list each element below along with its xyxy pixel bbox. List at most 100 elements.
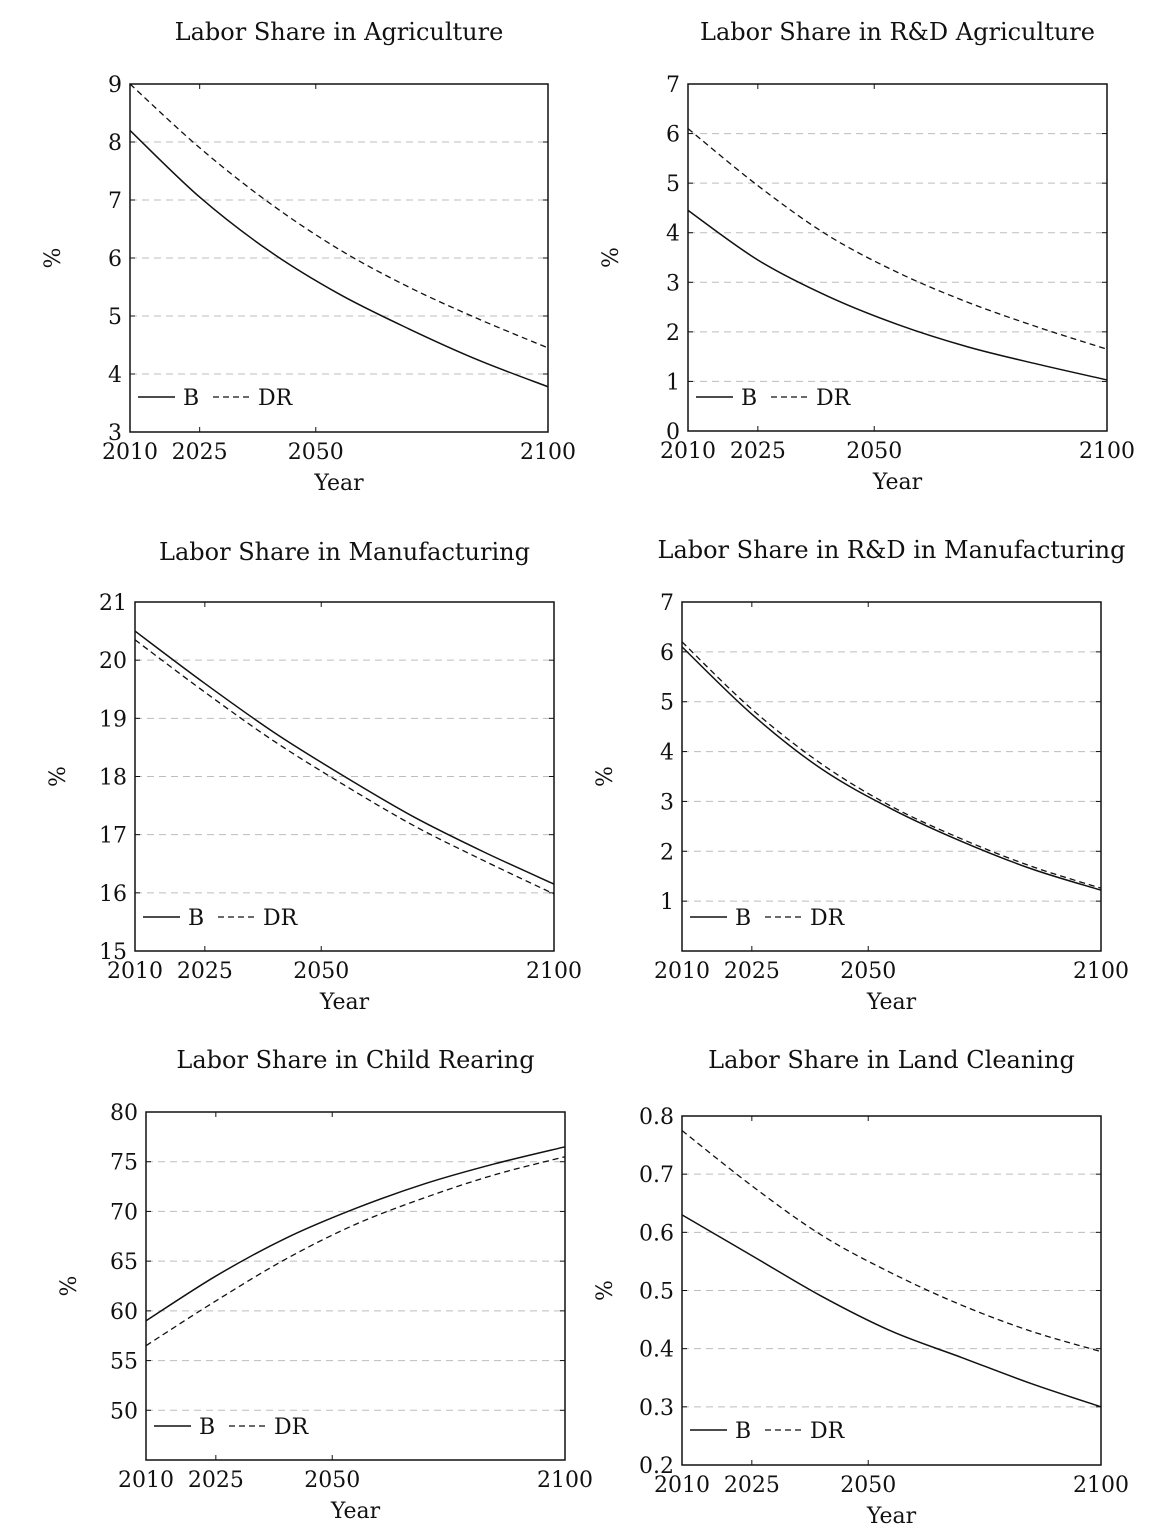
y-tick-label: 0.2 [639, 1454, 674, 1479]
series-line-dr [687, 128, 1108, 350]
x-tick-label: 2010 [654, 959, 710, 984]
chart-panel: Labor Share in Child Rearing 50 55 60 65 70 75… [57, 1046, 593, 1524]
y-tick-label: 7 [660, 591, 674, 616]
y-tick-label: 0.4 [639, 1338, 674, 1363]
y-tick-label: 7 [666, 73, 680, 98]
y-axis-label: % [41, 248, 66, 269]
legend-label-dr: DR [816, 386, 852, 411]
y-tick-label: 3 [108, 421, 122, 446]
y-tick-label: 17 [99, 824, 127, 849]
legend-label-b: B [199, 1415, 215, 1440]
y-tick-label: 5 [666, 172, 680, 197]
y-axis-label: % [593, 1280, 618, 1301]
y-tick-label: 6 [666, 123, 680, 148]
y-tick-label: 0.8 [639, 1105, 674, 1130]
legend-label-b: B [735, 1419, 751, 1444]
y-tick-label: 1 [660, 890, 674, 915]
y-tick-label: 5 [660, 691, 674, 716]
legend-label-b: B [735, 906, 751, 931]
plot-frame [145, 1111, 566, 1461]
legend-label-b: B [183, 386, 199, 411]
y-tick-label: 5 [108, 305, 122, 330]
y-tick-label: 0.5 [639, 1280, 674, 1305]
x-tick-label: 2100 [520, 440, 576, 465]
y-tick-label: 80 [110, 1101, 138, 1126]
series-line-b [134, 630, 555, 885]
x-axis-label: Year [319, 990, 370, 1015]
x-tick-label: 2025 [730, 439, 786, 464]
plot-frame [687, 83, 1108, 432]
y-tick-label: 70 [110, 1200, 138, 1225]
x-tick-label: 2010 [660, 439, 716, 464]
y-tick-label: 19 [99, 707, 127, 732]
plot-frame [681, 601, 1102, 952]
y-tick-label: 20 [99, 649, 127, 674]
x-tick-label: 2100 [537, 1468, 593, 1493]
legend-label-dr: DR [810, 1419, 846, 1444]
x-tick-label: 2025 [177, 959, 233, 984]
series-line-dr [681, 641, 1102, 889]
y-axis-label: % [599, 247, 624, 268]
legend-label-dr: DR [263, 906, 299, 931]
y-axis-label: % [593, 766, 618, 787]
y-tick-label: 2 [666, 321, 680, 346]
legend-label-dr: DR [258, 386, 294, 411]
x-tick-label: 2025 [724, 1473, 780, 1498]
chart-title: Labor Share in Child Rearing [176, 1046, 534, 1074]
y-tick-label: 16 [99, 882, 127, 907]
series-line-b [681, 646, 1102, 891]
x-tick-label: 2010 [118, 1468, 174, 1493]
y-axis-label: % [46, 766, 71, 787]
y-tick-label: 21 [99, 591, 127, 616]
y-axis-label: % [57, 1276, 82, 1297]
chart-panel: Labor Share in Land Cleaning 0.2 0.3 0.4 0.5… [593, 1046, 1129, 1529]
y-tick-label: 0.7 [639, 1163, 674, 1188]
series-line-dr [134, 639, 555, 895]
y-tick-label: 55 [110, 1350, 138, 1375]
x-tick-label: 2025 [724, 959, 780, 984]
chart-panel: Labor Share in R&D Agriculture 0 1 2 3 4 5 6 7 20… [599, 18, 1135, 495]
series-line-b [687, 209, 1108, 381]
series-line-b [145, 1146, 566, 1322]
y-tick-label: 60 [110, 1300, 138, 1325]
x-tick-label: 2010 [654, 1473, 710, 1498]
x-tick-label: 2050 [288, 440, 344, 465]
series-line-dr [145, 1156, 566, 1347]
y-tick-label: 15 [99, 940, 127, 965]
series-line-dr [129, 83, 549, 349]
x-axis-label: Year [313, 471, 364, 496]
series-line-dr [681, 1130, 1102, 1353]
x-tick-label: 2100 [1073, 959, 1129, 984]
y-tick-label: 18 [99, 766, 127, 791]
x-tick-label: 2025 [188, 1468, 244, 1493]
x-axis-label: Year [872, 470, 923, 495]
legend-label-dr: DR [810, 906, 846, 931]
legend-label-dr: DR [274, 1415, 310, 1440]
x-tick-label: 2050 [840, 1473, 896, 1498]
y-tick-label: 6 [660, 641, 674, 666]
x-tick-label: 2025 [172, 440, 228, 465]
x-axis-label: Year [866, 1504, 917, 1529]
y-tick-label: 9 [108, 73, 122, 98]
chart-title: Labor Share in Land Cleaning [708, 1046, 1075, 1074]
series-line-b [681, 1214, 1102, 1408]
x-tick-label: 2100 [1079, 439, 1135, 464]
x-axis-label: Year [330, 1499, 381, 1524]
y-tick-label: 4 [108, 363, 122, 388]
x-tick-label: 2010 [107, 959, 163, 984]
chart-panel: Labor Share in Manufacturing 15 16 17 18 19 20… [46, 538, 582, 1015]
x-tick-label: 2050 [840, 959, 896, 984]
y-tick-label: 4 [660, 741, 674, 766]
y-tick-label: 0.6 [639, 1221, 674, 1246]
y-tick-label: 8 [108, 131, 122, 156]
y-tick-label: 0.3 [639, 1396, 674, 1421]
chart-panel: Labor Share in Agriculture 3 4 5 6 7 8 9 2010 202… [41, 18, 576, 496]
y-tick-label: 4 [666, 222, 680, 247]
y-tick-label: 0 [666, 420, 680, 445]
x-tick-label: 2050 [846, 439, 902, 464]
y-tick-label: 65 [110, 1250, 138, 1275]
x-tick-label: 2050 [304, 1468, 360, 1493]
y-tick-label: 50 [110, 1399, 138, 1424]
